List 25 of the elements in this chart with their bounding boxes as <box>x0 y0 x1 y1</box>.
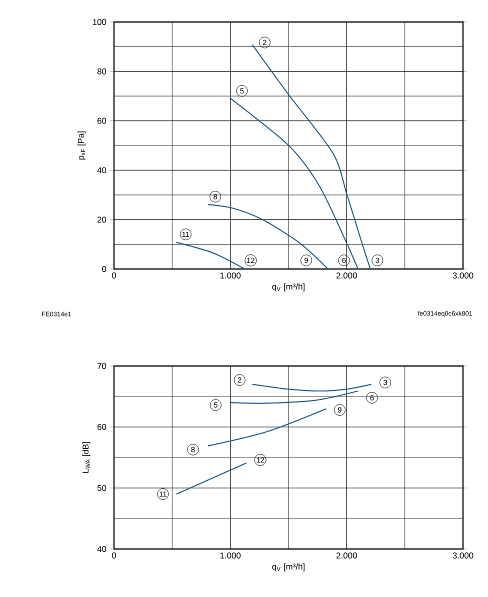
x-axis-title: q$_{V}$ [m³/h] <box>272 283 304 292</box>
y-axis-title: L$_{WA}$ [dB] <box>82 442 90 473</box>
x-tick-label: 2.000 <box>336 272 357 279</box>
x-axis-title: q$_{V}$ [m³/h] <box>272 563 304 572</box>
x-tick-label: 1.000 <box>220 552 241 559</box>
y-tick-label: 50 <box>97 485 106 491</box>
y-tick-label: 60 <box>98 424 106 430</box>
y-tick-label: 60 <box>98 118 106 124</box>
x-tick-label: 0 <box>112 272 116 279</box>
x-tick-label: 0 <box>112 552 116 559</box>
y-tick-label: 20 <box>97 216 106 223</box>
y-tick-label: 70 <box>98 363 106 369</box>
x-tick-label: 1.000 <box>220 272 241 279</box>
line-series <box>230 390 359 404</box>
y-tick-label: 40 <box>97 546 106 552</box>
y-tick-label: 100 <box>92 19 106 25</box>
x-tick-label: 3.000 <box>452 272 474 279</box>
y-tick-label: 80 <box>97 68 106 74</box>
x-tick-label: 2.000 <box>336 552 357 559</box>
x-tick-label: 3.000 <box>452 552 474 559</box>
y-axis-title: p$_{sF}$ [Pa] <box>78 131 86 160</box>
y-tick-label: 0 <box>102 266 106 272</box>
line-series <box>229 97 359 270</box>
line-series <box>207 204 329 270</box>
y-tick-label: 40 <box>97 167 106 174</box>
